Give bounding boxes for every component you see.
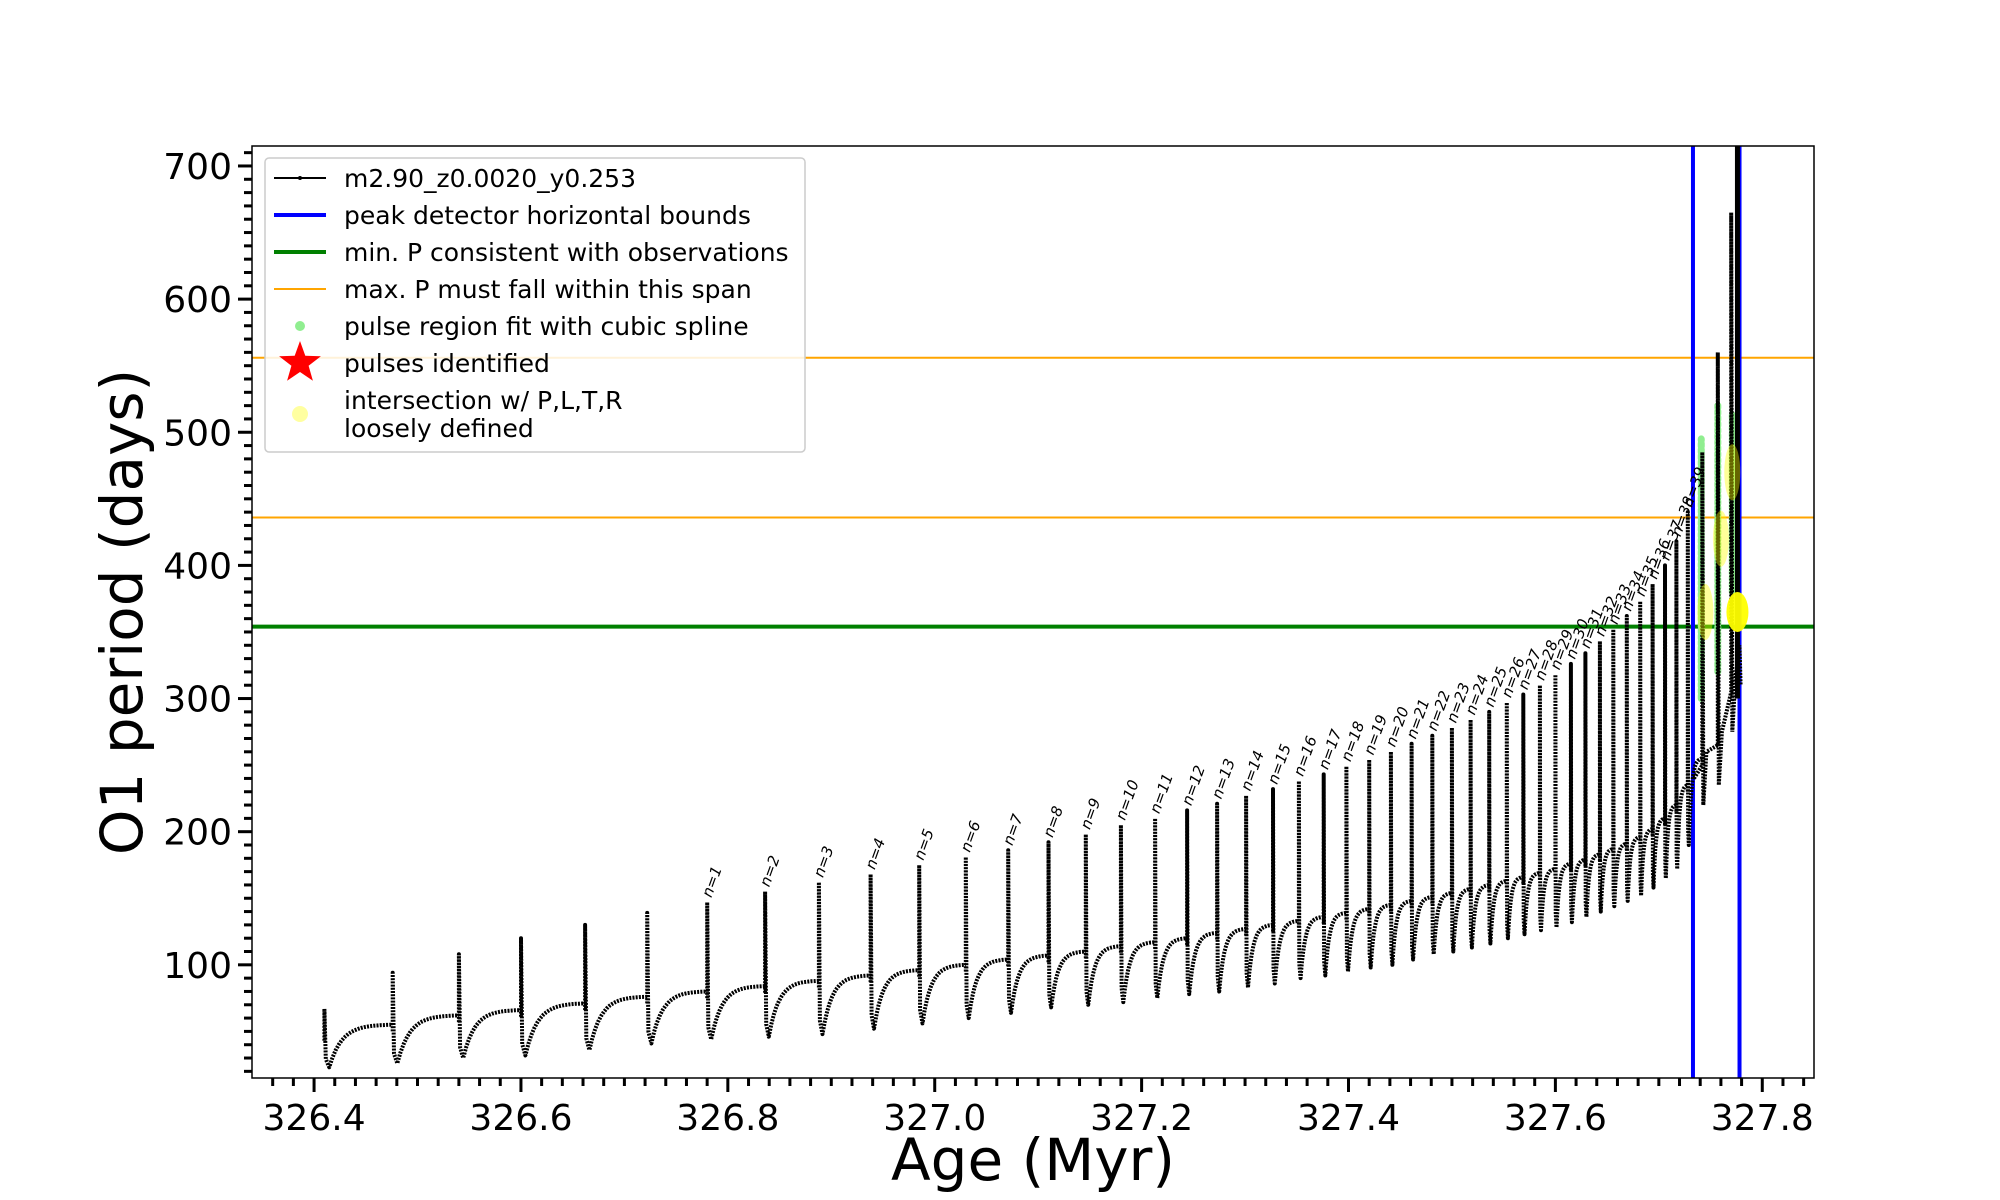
legend-box bbox=[264, 157, 806, 453]
x-axis-label: Age (Myr) bbox=[891, 1126, 1175, 1194]
pulse-cycle-25 bbox=[1367, 757, 1392, 970]
pulse-cycle-10 bbox=[868, 872, 920, 1031]
pulse-cycle-36 bbox=[1568, 661, 1587, 925]
legend-item: pulse region fit with cubic spline bbox=[295, 312, 749, 341]
pulse-cycle-12 bbox=[963, 855, 1009, 1021]
pulse-cycle-8 bbox=[763, 889, 819, 1039]
late-pulses bbox=[1692, 212, 1743, 806]
legend-swatch bbox=[295, 321, 305, 331]
legend-item: pulses identified bbox=[279, 341, 550, 381]
legend-label: pulses identified bbox=[344, 349, 550, 378]
intersection-marker bbox=[1726, 592, 1749, 632]
legend-item: peak detector horizontal bounds bbox=[274, 201, 751, 230]
x-tick-label: 327.6 bbox=[1504, 1098, 1607, 1139]
pulse-cycle-17 bbox=[1153, 816, 1188, 1001]
y-axis: 100 200 300 400 500 600 700 bbox=[163, 147, 252, 1073]
x-tick-label: 326.4 bbox=[263, 1098, 366, 1139]
x-tick-label: 327.8 bbox=[1711, 1098, 1814, 1139]
legend-swatch-star bbox=[279, 341, 321, 381]
pulse-cycle-3 bbox=[456, 952, 522, 1060]
y-tick-label: 700 bbox=[163, 147, 232, 188]
pulse-cycle-16 bbox=[1118, 823, 1156, 1005]
intersection-marker bbox=[1712, 510, 1729, 567]
pulse-cycle-22 bbox=[1296, 779, 1325, 981]
x-tick-label: 326.6 bbox=[469, 1098, 572, 1139]
legend-swatch-dot bbox=[298, 176, 302, 180]
y-tick-label: 400 bbox=[163, 546, 232, 587]
legend-item: max. P must fall within this span bbox=[274, 275, 752, 304]
intersection-marker bbox=[1724, 444, 1741, 501]
pulse-cycle-30 bbox=[1468, 717, 1491, 950]
pulse-cycle-1 bbox=[322, 1006, 393, 1070]
legend-label: m2.90_z0.0020_y0.253 bbox=[344, 164, 636, 193]
legend-item: min. P consistent with observations bbox=[274, 238, 789, 267]
legend-label: max. P must fall within this span bbox=[344, 275, 752, 304]
y-tick-label: 500 bbox=[163, 413, 232, 454]
pulse-cycle-45 bbox=[1685, 510, 1704, 847]
pulse-cycle-31 bbox=[1487, 709, 1508, 946]
pulse-cycle-39 bbox=[1611, 627, 1629, 909]
pulse-cycle-13 bbox=[1006, 848, 1049, 1015]
legend-label: peak detector horizontal bounds bbox=[344, 201, 751, 230]
y-tick-label: 600 bbox=[163, 280, 232, 321]
legend-label: pulse region fit with cubic spline bbox=[344, 312, 749, 341]
pulse-cycle-5 bbox=[583, 922, 648, 1052]
pulse-cycle-40 bbox=[1624, 614, 1642, 903]
intersection-markers bbox=[1697, 444, 1749, 640]
pulse-cycle-4 bbox=[519, 936, 586, 1058]
x-tick-label: 327.2 bbox=[1090, 1098, 1193, 1139]
y-axis-label: O1 period (days) bbox=[88, 369, 156, 855]
pulse-cycle-24 bbox=[1344, 764, 1371, 974]
y-tick-label: 300 bbox=[163, 680, 232, 721]
pulse-cycle-18 bbox=[1185, 808, 1218, 997]
pulse-cycle-38 bbox=[1597, 639, 1615, 914]
pulse-cycle-7 bbox=[705, 900, 766, 1042]
pulse-cycle-34 bbox=[1537, 683, 1557, 933]
legend-label: min. P consistent with observations bbox=[344, 238, 789, 267]
pulse-cycle-32 bbox=[1504, 700, 1525, 941]
series-line bbox=[322, 146, 1743, 1070]
pulse-cycle-9 bbox=[816, 880, 871, 1037]
x-tick-label: 327.0 bbox=[883, 1098, 986, 1139]
x-tick-label: 327.4 bbox=[1297, 1098, 1400, 1139]
legend-label: intersection w/ P,L,T,R bbox=[344, 386, 623, 415]
y-tick-label: 200 bbox=[163, 813, 232, 854]
pulse-cycle-33 bbox=[1521, 692, 1542, 937]
pulse-cycle-11 bbox=[917, 863, 966, 1026]
intersection-marker bbox=[1697, 584, 1714, 640]
pulse-cycle-26 bbox=[1388, 749, 1413, 967]
pulse-cycle-15 bbox=[1083, 832, 1122, 1007]
y-tick-label: 100 bbox=[163, 946, 232, 987]
legend-swatch bbox=[292, 406, 308, 422]
plot-frame bbox=[251, 145, 1815, 1079]
pulse-cycle-42 bbox=[1650, 582, 1667, 890]
pulse-cycle-44 bbox=[1674, 539, 1690, 871]
pulse-cycle-23 bbox=[1321, 772, 1348, 978]
pulse-cycle-41 bbox=[1638, 599, 1655, 898]
x-tick-label: 326.8 bbox=[676, 1098, 779, 1139]
legend-label-line2: loosely defined bbox=[344, 414, 534, 443]
legend-item: m2.90_z0.0020_y0.253 bbox=[274, 164, 636, 193]
plot-area bbox=[252, 146, 1814, 1078]
pulse-cycle-20 bbox=[1244, 793, 1274, 990]
pulse-cycle-6 bbox=[645, 910, 708, 1046]
pulse-cycle-21 bbox=[1271, 787, 1300, 986]
pulse-cycle-28 bbox=[1430, 733, 1453, 957]
x-axis: 326.4 326.6 326.8 327.0 327.2 327.4 327.6 327.8 bbox=[263, 1078, 1814, 1139]
pulse-cycle-35 bbox=[1553, 672, 1573, 930]
pulse-cycle-29 bbox=[1449, 725, 1472, 954]
pulse-cycle-37 bbox=[1583, 651, 1602, 919]
pulse-cycle-27 bbox=[1409, 741, 1434, 962]
pulse-cycle-14 bbox=[1046, 840, 1086, 1010]
pulse-cycle-2 bbox=[390, 970, 459, 1066]
pulse-cycle-43 bbox=[1663, 563, 1678, 881]
